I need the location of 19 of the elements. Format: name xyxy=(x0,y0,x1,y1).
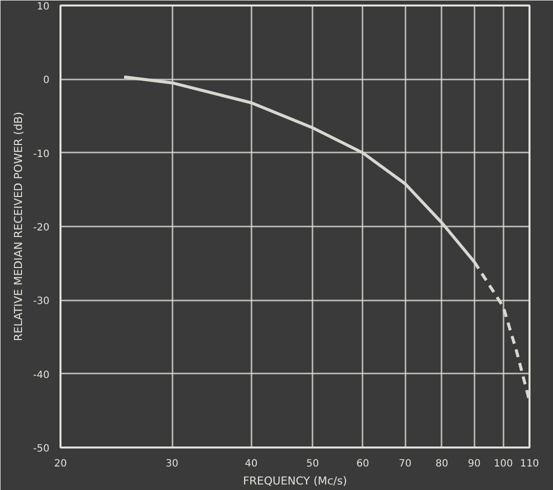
x-tick-label: 40 xyxy=(244,458,258,470)
y-tick-label: -30 xyxy=(33,296,50,308)
x-tick-label: 110 xyxy=(520,458,540,470)
y-axis-title: RELATIVE MEDIAN RECEIVED POWER (dB) xyxy=(12,112,26,342)
y-tick-label: 10 xyxy=(36,2,50,12)
x-tick-label: 70 xyxy=(398,458,412,470)
x-tick-label: 90 xyxy=(468,458,481,470)
x-tick-label: 50 xyxy=(306,458,319,470)
x-tick-label: 20 xyxy=(54,458,67,470)
y-tick-label: -10 xyxy=(33,148,50,160)
x-tick-label: 30 xyxy=(166,458,178,470)
y-tick-label: 0 xyxy=(43,75,50,86)
y-tick-label: -40 xyxy=(33,370,50,381)
x-tick-label: 60 xyxy=(356,458,370,470)
y-tick-label: -20 xyxy=(33,222,50,234)
y-tick-label: -50 xyxy=(33,444,50,454)
x-tick-label: 100 xyxy=(494,458,513,470)
x-tick-label: 80 xyxy=(436,458,448,470)
x-axis-title: FREQUENCY (Mc/s) xyxy=(242,474,348,488)
